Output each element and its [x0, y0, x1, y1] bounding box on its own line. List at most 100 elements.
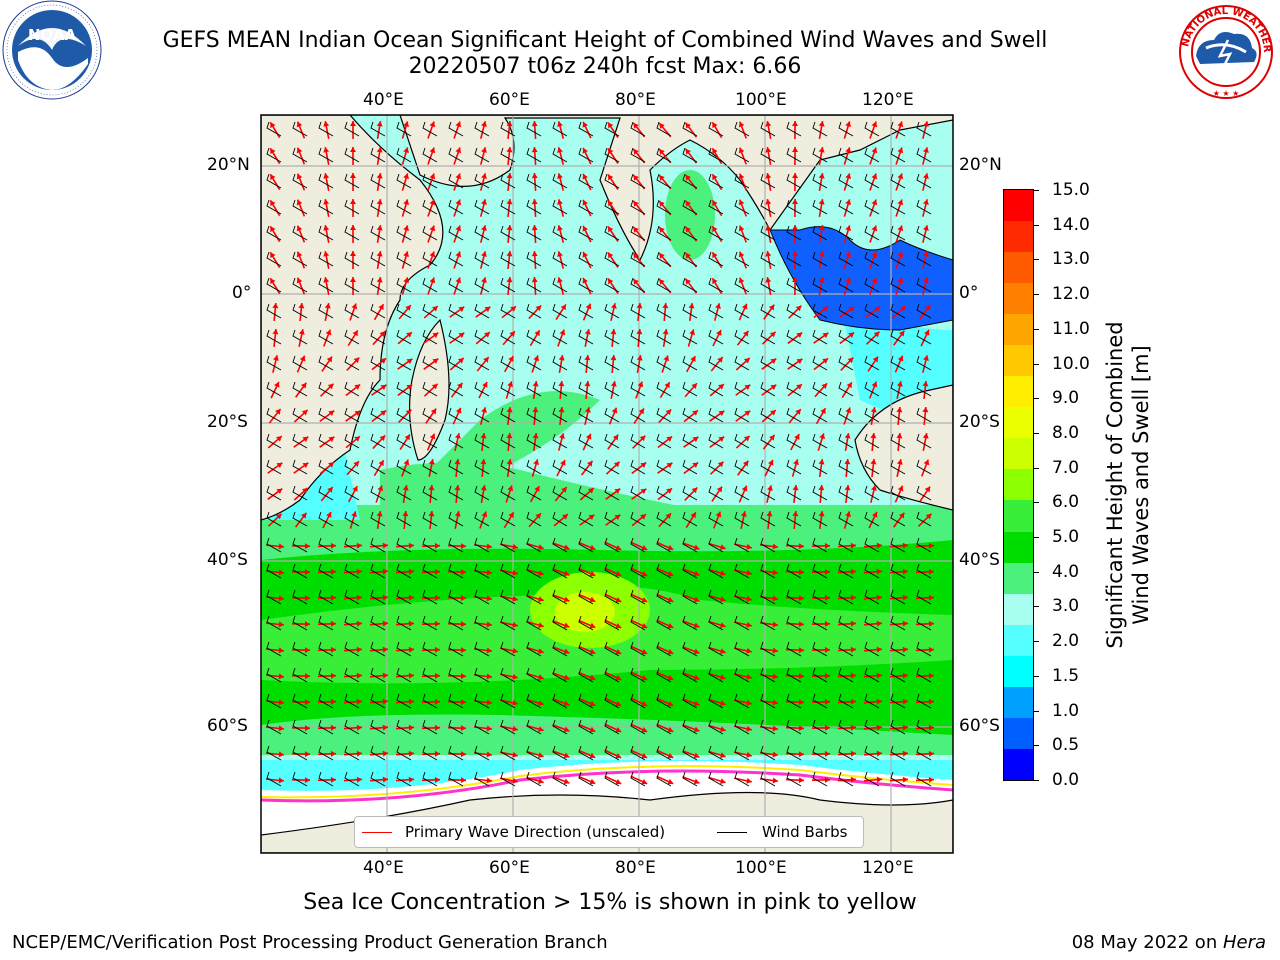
wind-barb	[734, 745, 750, 761]
wind-barb	[630, 329, 646, 345]
wind-barb	[656, 121, 672, 137]
wave-arrow	[529, 485, 541, 503]
wind-barb	[552, 589, 568, 605]
wave-arrow	[557, 199, 565, 217]
madagascar	[408, 318, 450, 461]
wave-arrow	[922, 433, 929, 451]
wind-barb	[500, 225, 516, 241]
wind-barb	[734, 485, 750, 501]
wave-arrow	[453, 147, 462, 165]
wind-barb	[266, 641, 282, 657]
wind-barb	[266, 667, 282, 683]
wave-arrow	[709, 383, 725, 397]
wave-arrow	[349, 198, 356, 218]
wind-barb	[474, 277, 490, 293]
wind-barb	[890, 511, 906, 527]
wave-arrow	[682, 776, 700, 785]
wind-barb	[292, 199, 308, 215]
wave-arrow	[922, 380, 929, 400]
wind-barb	[318, 355, 334, 371]
wave-arrow	[818, 146, 825, 166]
wave-arrow	[915, 620, 935, 627]
wind-barb	[890, 147, 906, 163]
wind-barb	[708, 589, 724, 605]
wave-arrow	[785, 725, 805, 732]
wave-arrow	[818, 458, 825, 478]
wind-barb	[786, 693, 802, 709]
wave-arrow	[659, 381, 671, 399]
wind-barb	[370, 563, 386, 579]
wave-arrow	[453, 225, 462, 243]
wave-arrow	[447, 751, 467, 758]
wave-arrow	[529, 329, 541, 347]
wind-barb	[734, 589, 750, 605]
wind-barb	[812, 589, 828, 605]
wave-arrow	[503, 511, 515, 529]
wind-barb	[396, 589, 412, 605]
wind-barb	[526, 589, 542, 605]
wave-arrow	[685, 355, 697, 373]
wave-arrow	[531, 459, 540, 477]
wave-arrow	[735, 357, 751, 371]
wind-barb	[448, 407, 464, 423]
wind-barb	[266, 589, 282, 605]
wind-barb	[786, 589, 802, 605]
wave-arrow	[837, 698, 857, 705]
wave-arrow	[427, 173, 436, 191]
wind-barb	[474, 511, 490, 527]
wind-barb	[474, 615, 490, 631]
wave-arrow	[737, 460, 749, 476]
wind-barb	[578, 589, 594, 605]
wave-arrow	[761, 384, 777, 396]
wave-arrow	[557, 329, 566, 347]
wave-arrow	[604, 749, 622, 759]
wind-barb	[890, 199, 906, 215]
wind-barb	[734, 537, 750, 553]
wind-barb	[578, 303, 594, 319]
wave-arrow	[506, 224, 513, 244]
colorbar-tick-label: 13.0	[1052, 249, 1090, 270]
wind-barb	[526, 771, 542, 787]
wave-arrow	[863, 620, 883, 627]
wave-arrow	[785, 569, 805, 576]
wind-barb	[786, 199, 802, 215]
wind-barb	[292, 667, 308, 683]
wind-barb	[708, 251, 724, 267]
wind-barb	[864, 667, 880, 683]
wind-barb	[630, 303, 646, 319]
wind-barb	[500, 303, 516, 319]
wind-barb	[370, 511, 386, 527]
colorbar-tick-mark	[1033, 259, 1039, 261]
wave-arrow	[818, 224, 825, 244]
wave-arrow	[582, 251, 592, 269]
wave-arrow	[630, 749, 648, 759]
wind-barb	[266, 485, 282, 501]
wave-arrow	[630, 619, 648, 629]
wave-arrow	[480, 484, 487, 504]
colorbar-tick-mark	[1033, 537, 1039, 539]
wind-barb	[890, 433, 906, 449]
wave-arrow	[738, 251, 747, 269]
wind-barb	[630, 641, 646, 657]
wind-barb	[552, 251, 568, 267]
wind-barb	[656, 563, 672, 579]
wave-arrow	[578, 593, 596, 603]
wave-arrow	[532, 406, 539, 426]
wave-arrow	[710, 356, 724, 372]
wave-arrow	[915, 776, 935, 783]
wind-barb	[448, 277, 464, 293]
wave-arrow	[607, 252, 619, 268]
wind-barb	[422, 277, 438, 293]
wave-arrow	[531, 276, 538, 296]
wind-barb	[890, 329, 906, 345]
wind-barb	[500, 589, 516, 605]
svg-text:★ ★ ★: ★ ★ ★	[1213, 89, 1240, 98]
wind-barb	[604, 485, 620, 501]
wind-barb	[292, 537, 308, 553]
wind-barb	[838, 485, 854, 501]
legend-label-wave-direction: Primary Wave Direction (unscaled)	[405, 823, 666, 841]
wind-barb	[500, 251, 516, 267]
wave-arrow	[630, 671, 648, 681]
wave-arrow	[557, 173, 565, 191]
wave-arrow	[682, 698, 700, 707]
